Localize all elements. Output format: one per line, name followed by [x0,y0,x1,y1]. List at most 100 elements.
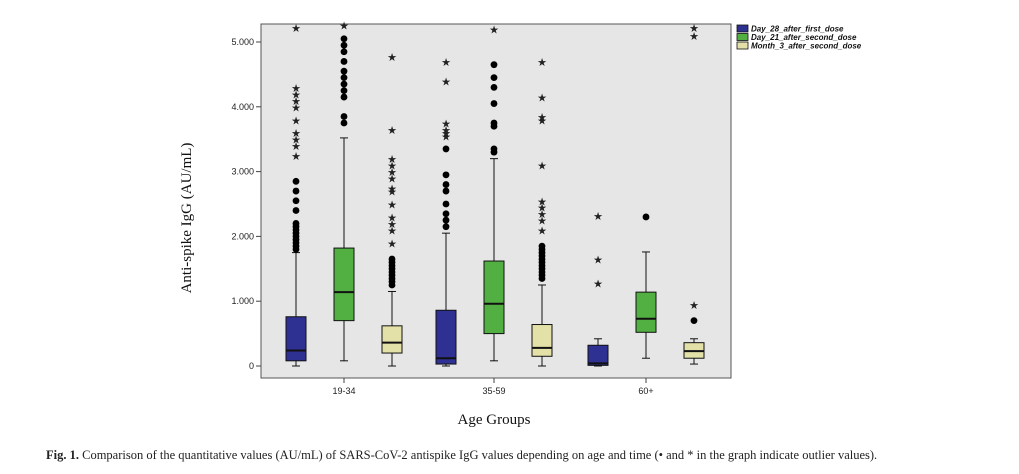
x-axis: 19-34 35-59 60+ [332,378,654,396]
outlier-circle [292,187,300,195]
outlier-star: ★ [387,166,397,179]
outlier-circle [490,145,498,153]
outlier-star: ★ [441,118,451,131]
outlier-circle [442,200,450,208]
outlier-star: ★ [537,215,547,228]
box-Day_28_after_first_dose-19-34: ★★★★★★★★★★ [285,22,307,367]
outlier-circle [340,119,348,127]
y-tick-label: 0 [249,361,254,371]
box-iqr [381,325,403,354]
box-iqr [285,316,307,362]
box-Day_21_after_second_dose-19-34: ★ [333,20,355,362]
outlier-star: ★ [387,153,397,166]
outlier-star: ★ [537,224,547,237]
y-axis: 0 1.000 2.000 3.000 4.000 5.000 [231,37,261,371]
outlier-star: ★ [537,195,547,208]
outlier-circle [340,87,348,94]
x-tick-label: 35-59 [482,386,505,396]
outlier-star: ★ [291,127,301,140]
outlier-circle [340,41,348,49]
legend-label: Month_3_after_second_dose [751,42,862,51]
outlier-star: ★ [291,134,301,147]
outlier-circle [442,145,450,153]
outlier-star: ★ [689,30,699,43]
outlier-circle [292,177,300,185]
outlier-circle [490,83,498,91]
outlier-circle [442,181,450,188]
outlier-circle [690,317,698,325]
box-Day_21_after_second_dose-60+ [635,213,657,359]
outlier-star: ★ [291,22,301,35]
legend: Day_28_after_first_doseDay_21_after_seco… [736,25,862,51]
outlier-circle [292,197,300,205]
outlier-circle [340,74,348,82]
outlier-star: ★ [689,22,699,35]
outlier-circle [340,58,348,65]
outlier-star: ★ [387,182,397,195]
outlier-circle [340,93,348,101]
outlier-circle [442,223,450,231]
box-Day_28_after_first_dose-60+: ★ ★ ★ [587,210,609,367]
outlier-star: ★ [689,299,699,312]
outlier-star: ★ [387,218,397,231]
outlier-star: ★ [387,173,397,186]
outlier-star: ★ [441,130,451,143]
outlier-star: ★ [537,160,547,173]
box-Month_3_after_second_dose-19-34: ★★★★★★★★★★★★★ [381,51,403,367]
outlier-circle [442,171,450,179]
box-iqr [435,309,457,365]
outlier-circle [442,210,450,218]
outlier-star: ★ [537,111,547,124]
x-axis-title: Age Groups [458,412,531,428]
box-iqr [587,344,609,366]
outlier-star: ★ [387,51,397,64]
outlier-star: ★ [291,150,301,163]
box-iqr [531,324,553,357]
outlier-star: ★ [291,88,301,101]
outlier-star: ★ [291,82,301,95]
box-Month_3_after_second_dose-60+: ★★★ [683,22,705,365]
outlier-circle [538,242,546,250]
outlier-circle [340,80,348,88]
outlier-star: ★ [593,278,603,291]
caption-label: Fig. 1. [46,448,79,462]
box-Day_28_after_first_dose-35-59: ★★★★★★ [435,56,457,367]
y-tick-label: 2.000 [231,231,254,241]
outlier-star: ★ [387,211,397,224]
outlier-star: ★ [537,56,547,69]
caption-text: Comparison of the quantitative values (A… [82,448,878,462]
box-Day_21_after_second_dose-35-59: ★ [483,24,505,362]
outlier-star: ★ [441,124,451,137]
outlier-circle [340,35,348,43]
outlier-star: ★ [441,127,451,140]
outlier-circle [490,100,498,107]
outlier-circle [490,74,498,82]
outlier-circle [340,67,348,75]
y-tick-label: 3.000 [231,167,254,177]
y-tick-label: 5.000 [231,37,254,47]
box-iqr [483,260,505,335]
outlier-star: ★ [291,95,301,108]
outlier-circle [292,207,300,214]
legend-label: Day_28_after_first_dose [751,25,844,34]
x-tick-label: 60+ [638,386,653,396]
outlier-circle [442,187,450,195]
outlier-circle [292,220,300,227]
outlier-star: ★ [537,202,547,215]
outlier-star: ★ [291,140,301,153]
legend-swatch [736,41,749,50]
outlier-star: ★ [593,210,603,223]
outlier-circle [442,216,450,224]
box-Month_3_after_second_dose-35-59: ★★★★★★★★★★ [531,56,553,367]
outlier-circle [388,255,396,263]
outlier-star: ★ [387,186,397,199]
outlier-star: ★ [387,124,397,137]
outlier-star: ★ [291,101,301,114]
outlier-circle [490,119,498,127]
box-iqr [333,247,355,322]
outlier-star: ★ [387,160,397,173]
outlier-star: ★ [441,56,451,69]
outlier-circle [340,48,348,56]
outlier-star: ★ [291,114,301,127]
